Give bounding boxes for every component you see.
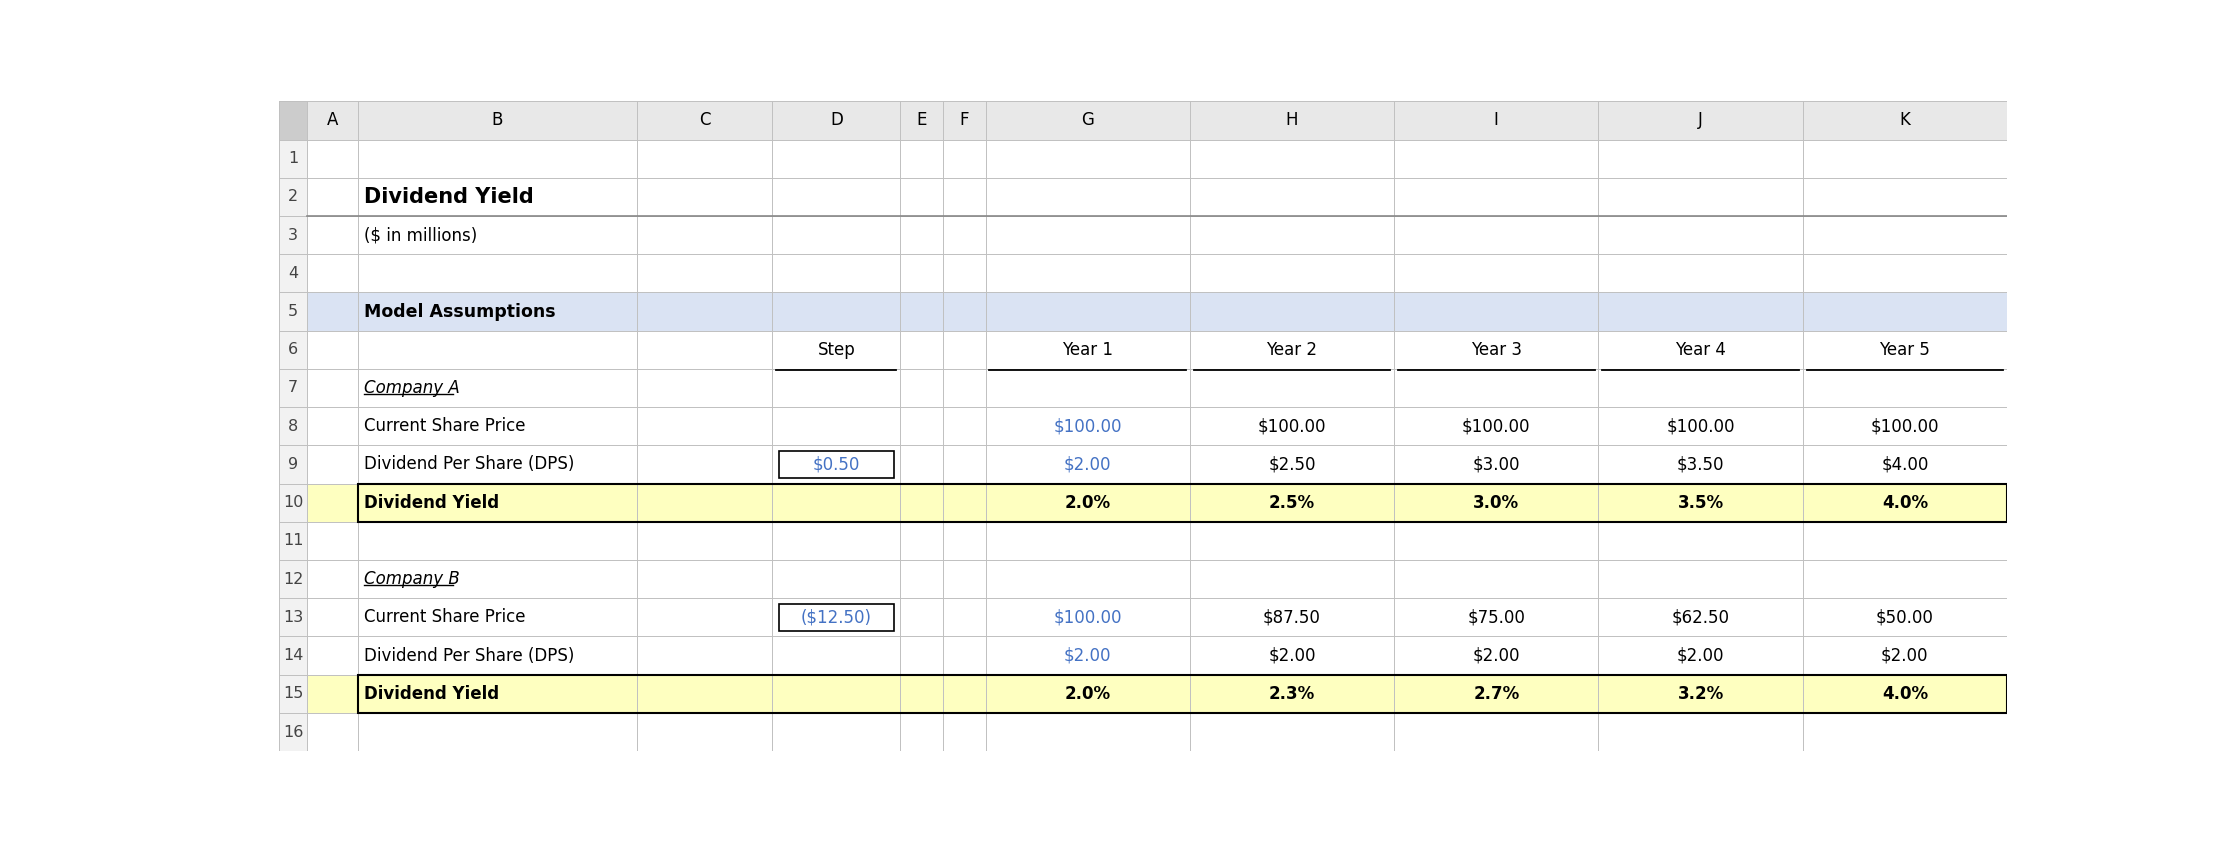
Bar (279, 101, 2007, 139)
Text: $2.50: $2.50 (1269, 456, 1316, 473)
Text: 2: 2 (288, 189, 299, 204)
Text: $100.00: $100.00 (1463, 417, 1530, 436)
Text: A: A (328, 111, 339, 129)
Text: 12: 12 (283, 571, 303, 587)
Text: Year 2: Year 2 (1267, 341, 1318, 359)
Text: $2.00: $2.00 (1064, 647, 1111, 664)
Text: $62.50: $62.50 (1672, 609, 1730, 626)
Text: Model Assumptions: Model Assumptions (363, 302, 555, 321)
Text: 2.7%: 2.7% (1474, 684, 1519, 703)
Text: 16: 16 (283, 724, 303, 739)
Text: Year 3: Year 3 (1472, 341, 1521, 359)
Text: $2.00: $2.00 (1472, 647, 1521, 664)
Text: 3.5%: 3.5% (1677, 494, 1724, 511)
Text: $100.00: $100.00 (1053, 417, 1122, 436)
Text: 8: 8 (288, 419, 299, 434)
Bar (357, 674, 2007, 713)
Text: F: F (959, 111, 970, 129)
Text: $100.00: $100.00 (1258, 417, 1327, 436)
Text: 6: 6 (288, 343, 299, 357)
Text: $3.00: $3.00 (1472, 456, 1521, 473)
Text: $100.00: $100.00 (1666, 417, 1735, 436)
Text: C: C (698, 111, 711, 129)
Text: $2.00: $2.00 (1882, 647, 1929, 664)
Text: Dividend Yield: Dividend Yield (363, 187, 533, 207)
Text: E: E (917, 111, 928, 129)
Text: 10: 10 (283, 495, 303, 510)
Text: Year 4: Year 4 (1675, 341, 1726, 359)
Text: 14: 14 (283, 648, 303, 663)
Text: $0.50: $0.50 (812, 456, 861, 473)
Bar (357, 484, 2007, 522)
Text: $100.00: $100.00 (1871, 417, 1940, 436)
Text: H: H (1287, 111, 1298, 129)
Text: 2.0%: 2.0% (1064, 494, 1111, 511)
Text: Year 5: Year 5 (1880, 341, 1931, 359)
Text: $50.00: $50.00 (1875, 609, 1933, 626)
Text: Current Share Price: Current Share Price (363, 417, 526, 436)
Text: J: J (1697, 111, 1704, 129)
Text: Company A: Company A (363, 379, 459, 397)
Text: 9: 9 (288, 457, 299, 472)
Bar (778, 451, 894, 479)
Text: $3.50: $3.50 (1677, 456, 1724, 473)
Bar (308, 292, 2007, 331)
Text: 1: 1 (288, 151, 299, 166)
Text: ($12.50): ($12.50) (801, 609, 872, 626)
Text: B: B (491, 111, 504, 129)
Text: 5: 5 (288, 304, 299, 319)
Text: $2.00: $2.00 (1064, 456, 1111, 473)
Text: $100.00: $100.00 (1053, 609, 1122, 626)
Text: Step: Step (818, 341, 856, 359)
Text: $87.50: $87.50 (1262, 609, 1320, 626)
Text: 2.3%: 2.3% (1269, 684, 1316, 703)
Text: 4: 4 (288, 266, 299, 281)
Text: 3: 3 (288, 228, 299, 242)
Bar (778, 603, 894, 631)
Text: G: G (1082, 111, 1095, 129)
Text: $75.00: $75.00 (1467, 609, 1525, 626)
Text: 15: 15 (283, 686, 303, 701)
Text: 3.2%: 3.2% (1677, 684, 1724, 703)
Text: $2.00: $2.00 (1677, 647, 1724, 664)
Text: $4.00: $4.00 (1882, 456, 1929, 473)
Text: Dividend Yield: Dividend Yield (363, 494, 500, 511)
Text: I: I (1494, 111, 1499, 129)
Text: Dividend Per Share (DPS): Dividend Per Share (DPS) (363, 647, 575, 664)
Text: 4.0%: 4.0% (1882, 684, 1929, 703)
Bar (279, 101, 308, 751)
Text: 2.0%: 2.0% (1064, 684, 1111, 703)
Bar (308, 484, 2007, 522)
Text: 2.5%: 2.5% (1269, 494, 1316, 511)
Text: Current Share Price: Current Share Price (363, 609, 526, 626)
Text: 11: 11 (283, 533, 303, 549)
Bar (279, 101, 308, 139)
Bar (308, 674, 2007, 713)
Text: 13: 13 (283, 610, 303, 625)
Text: 7: 7 (288, 381, 299, 396)
Text: ($ in millions): ($ in millions) (363, 226, 477, 244)
Text: K: K (1900, 111, 1911, 129)
Text: Dividend Yield: Dividend Yield (363, 684, 500, 703)
Text: Year 1: Year 1 (1061, 341, 1113, 359)
Text: 4.0%: 4.0% (1882, 494, 1929, 511)
Text: Company B: Company B (363, 571, 459, 588)
Text: Dividend Per Share (DPS): Dividend Per Share (DPS) (363, 456, 575, 473)
Text: D: D (830, 111, 843, 129)
Text: $2.00: $2.00 (1269, 647, 1316, 664)
Text: 3.0%: 3.0% (1474, 494, 1519, 511)
